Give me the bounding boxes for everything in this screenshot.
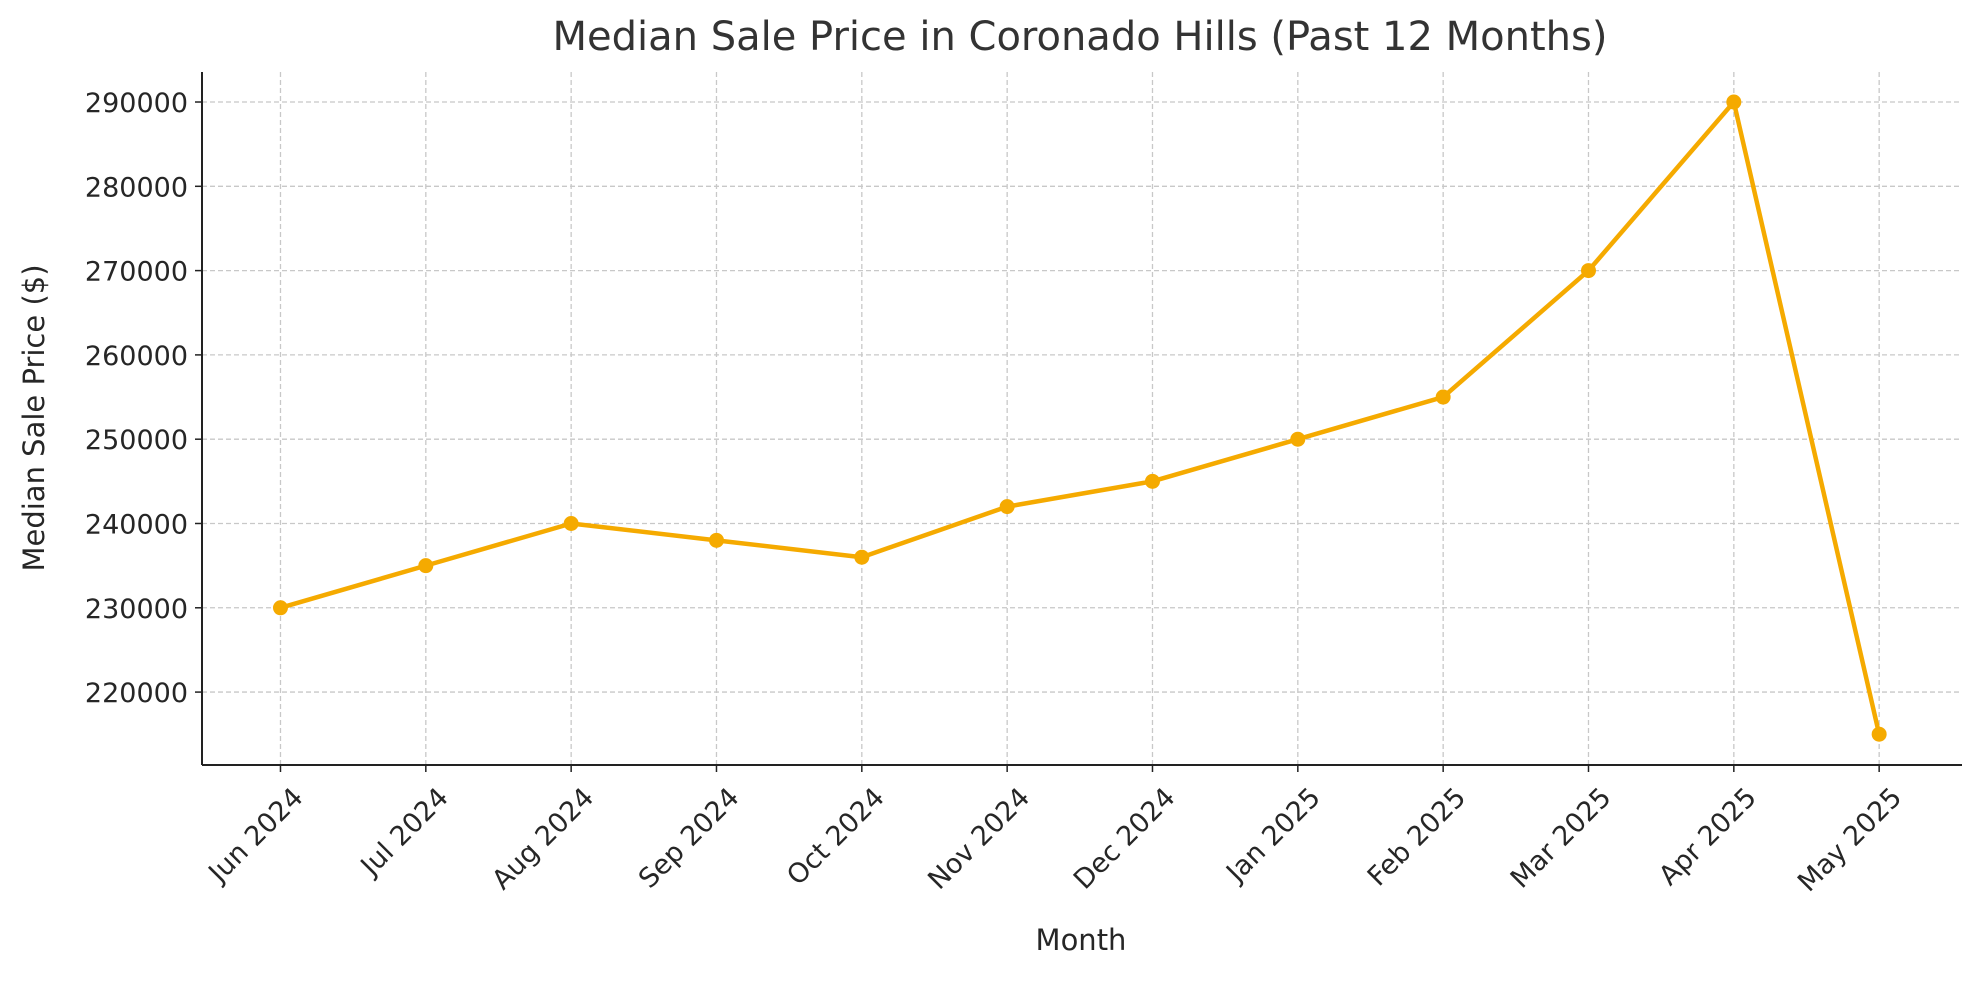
data-point [708,532,724,548]
data-point [854,549,870,565]
y-tick-label: 220000 [85,678,188,709]
data-point [272,600,288,616]
data-point [1144,473,1160,489]
data-point [999,499,1015,515]
x-tick-label: Sep 2024 [633,782,746,895]
y-tick-label: 290000 [85,88,188,119]
x-tick-label: Oct 2024 [781,782,891,892]
x-axis-label: Month [1036,923,1127,957]
y-tick-label: 230000 [85,594,188,625]
series-line [279,99,1882,735]
y-tick-label: 270000 [85,257,188,288]
data-point [1290,431,1306,447]
x-tick-label: Jun 2024 [202,782,310,890]
series [272,94,1887,742]
axes [195,72,1962,772]
x-tick-label: Mar 2025 [1505,782,1618,895]
x-tick-label: Jul 2024 [354,782,455,883]
x-tick-label: Aug 2024 [486,782,600,896]
x-tick-label: Nov 2024 [922,782,1036,896]
data-point [1726,94,1742,110]
data-point [1435,389,1451,405]
y-tick-label: 260000 [85,341,188,372]
x-tick-label: Apr 2025 [1653,782,1763,892]
chart-title: Median Sale Price in Coronado Hills (Pas… [553,14,1608,60]
data-point [1871,726,1887,742]
y-tick-label: 250000 [85,425,188,456]
x-tick-label: Jan 2025 [1219,782,1326,889]
data-point [563,515,579,531]
x-tick-label: Feb 2025 [1362,782,1472,892]
y-axis-label: Median Sale Price ($) [17,264,51,571]
x-tick-label: Dec 2024 [1068,782,1182,896]
y-tick-label: 280000 [85,172,188,203]
tick-labels: 220000 230000 240000 250000 260000 270000 2800… [85,88,1908,898]
y-tick-label: 240000 [85,509,188,540]
data-point [1580,263,1596,279]
grid [202,72,1962,765]
data-point [418,558,434,574]
x-tick-label: May 2025 [1792,782,1908,898]
